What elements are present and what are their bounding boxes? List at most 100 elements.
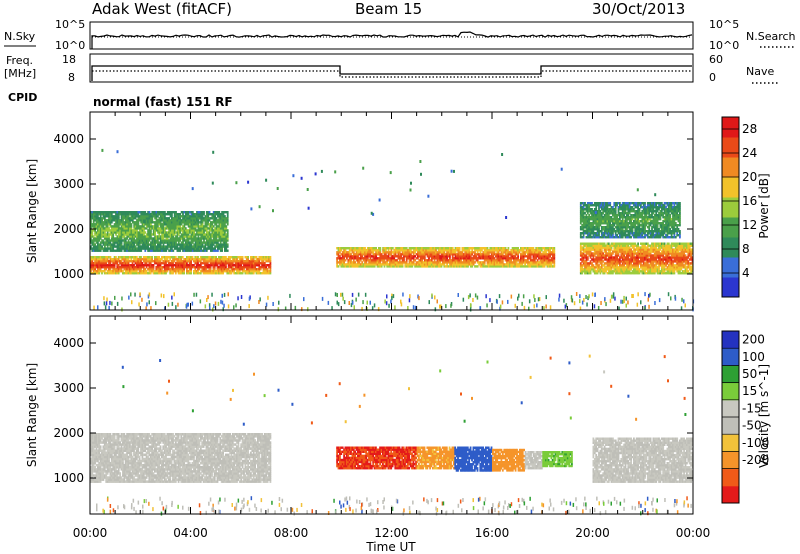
data-cell [521,257,524,260]
data-cell [221,229,223,232]
data-cell [210,241,212,244]
data-cell [492,251,494,254]
data-cell [145,223,148,226]
data-cell [490,261,493,264]
data-cell [174,256,177,259]
data-cell [403,257,405,260]
data-cell [113,219,116,222]
data-cell [182,213,184,216]
data-cell [194,249,197,252]
data-cell [171,215,173,218]
data-cell [140,266,142,269]
data-cell [214,215,216,218]
data-cell [199,264,202,267]
data-cell [173,258,176,261]
data-cell [599,258,602,261]
data-cell [447,251,450,254]
data-cell [198,272,201,275]
data-cell [531,263,533,266]
data-cell [120,241,123,244]
data-cell [603,244,606,247]
data-cell [137,215,140,218]
data-cell [375,259,377,262]
data-cell [112,235,115,238]
data-cell [187,266,190,269]
data-cell [375,257,377,260]
data-cell [141,262,144,265]
data-cell [149,266,152,269]
data-cell [496,265,499,268]
data-cell [251,262,254,265]
data-cell [536,247,539,250]
data-cell [429,249,432,252]
data-cell [158,213,161,216]
data-cell [131,260,134,263]
data-cell [127,227,130,230]
data-cell [170,268,173,271]
data-cell [207,237,210,240]
data-cell [162,227,165,230]
data-cell [180,237,183,240]
data-cell [233,264,236,267]
data-cell [150,247,152,250]
data-cell [134,260,137,263]
data-cell [212,260,215,263]
data-cell [483,253,486,256]
data-cell [602,256,605,259]
data-cell [343,259,345,262]
data-cell [166,233,169,236]
data-cell [202,262,205,265]
data-cell [156,266,159,269]
data-cell [584,256,586,259]
data-cell [216,272,219,275]
data-cell [352,265,355,268]
data-cell [219,266,222,269]
data-cell [138,233,141,236]
data-cell [165,221,168,224]
data-cell [479,261,482,264]
data-cell [161,235,163,238]
data-cell [454,263,457,266]
data-cell [130,258,133,261]
data-cell [193,231,196,234]
data-cell [616,244,618,247]
data-cell [626,266,628,269]
data-cell [607,264,610,267]
data-cell [219,237,222,240]
data-cell [171,229,173,232]
data-cell [138,260,141,263]
data-cell [171,221,173,224]
data-cell [215,245,218,248]
data-cell [209,268,212,271]
data-cell [98,270,101,273]
data-cell [154,217,156,220]
data-cell [138,219,141,222]
data-cell [436,253,439,256]
data-cell [161,213,163,216]
data-cell [131,241,134,244]
data-cell [458,247,461,250]
data-cell [158,235,161,238]
data-cell [440,263,443,266]
data-cell [101,241,103,244]
freq-series [91,65,692,81]
data-cell [261,262,263,265]
data-cell [115,213,117,216]
data-cell [606,272,609,275]
data-cell [203,247,205,250]
data-cell [511,249,514,252]
data-cell [136,241,138,244]
data-cell [155,260,158,263]
data-cell [117,258,120,261]
data-cell [166,219,169,222]
data-cell [157,229,159,232]
data-cell [196,211,198,214]
data-cell [596,244,599,247]
data-cell [147,239,149,242]
data-cell [176,233,179,236]
data-cell [581,252,584,255]
data-cell [95,260,98,263]
data-cell [176,245,179,248]
data-cell [134,249,137,252]
data-cell [506,251,508,254]
